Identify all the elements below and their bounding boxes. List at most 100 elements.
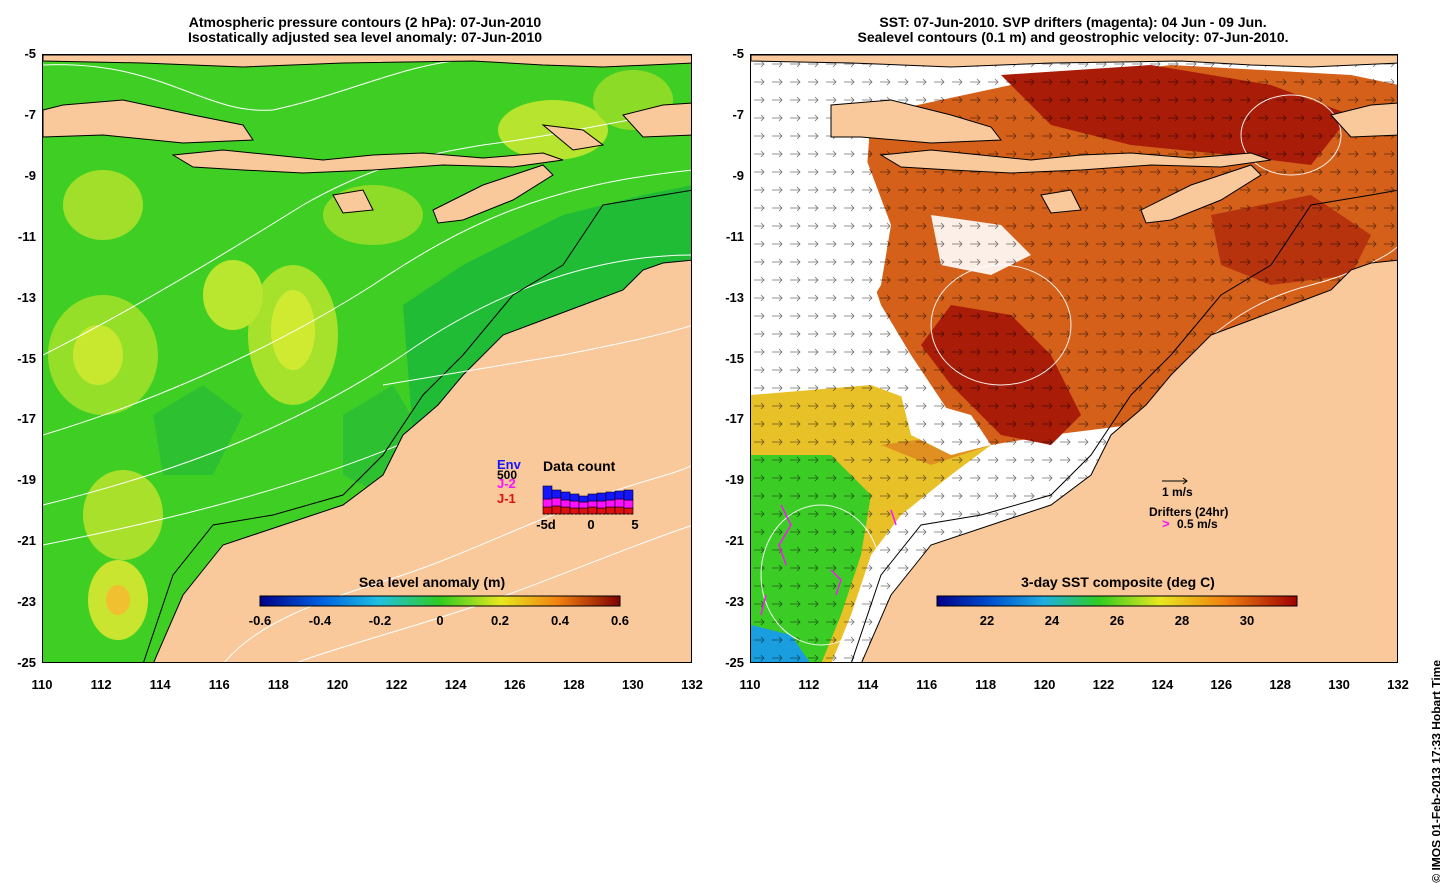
data-count-j1-label: J-1 (497, 491, 516, 506)
longitude-tick: 126 (503, 677, 526, 692)
data-count-bar (596, 507, 607, 515)
longitude-tick: 114 (149, 677, 171, 692)
latitude-tick: -11 (725, 228, 744, 244)
latitude-tick: -23 (725, 594, 744, 610)
latitude-tick: -11 (17, 228, 36, 244)
data-count-bar (542, 506, 553, 515)
latitude-tick: -19 (17, 472, 36, 488)
data-count-bar (578, 507, 589, 515)
longitude-tick: 126 (1210, 677, 1233, 692)
data-count-inset: Env 500 J-2 J-1 Data count -5d 0 5 (497, 457, 639, 532)
sst-colorbar-label: 3-day SST composite (deg C) (1021, 574, 1215, 590)
left-title: Atmospheric pressure contours (2 hPa): 0… (40, 15, 690, 45)
sst-tick: 22 (980, 613, 994, 628)
latitude-tick: -25 (725, 655, 744, 670)
drifters-legend: Drifters (24hr) > 0.5 m/s (1149, 505, 1228, 531)
latitude-tick: -19 (725, 472, 744, 488)
drifters-legend-title: Drifters (24hr) (1149, 505, 1228, 519)
sla-field: Sea level anomaly (m) -0.6 -0.4 -0.2 0 0… (43, 55, 691, 662)
data-count-bar (614, 498, 625, 508)
longitude-tick: 122 (385, 677, 408, 692)
sla-tick: 0.4 (551, 613, 570, 628)
longitude-tick: 128 (562, 677, 585, 692)
data-count-bar (614, 506, 625, 515)
longitude-tick: 122 (1092, 677, 1115, 692)
data-count-xtick: 0 (587, 517, 594, 532)
sla-tick: -0.2 (369, 613, 391, 628)
data-count-bar (551, 497, 562, 507)
data-count-bar (578, 501, 589, 509)
sea-level-anomaly-map: Sea level anomaly (m) -0.6 -0.4 -0.2 0 0… (42, 54, 692, 663)
longitude-tick: 120 (1033, 677, 1056, 692)
sst-colorbar (936, 595, 1298, 607)
latitude-tick: -13 (17, 289, 36, 305)
data-count-bar (596, 492, 607, 502)
data-count-env-label: Env (497, 457, 522, 472)
longitude-tick: 110 (31, 677, 53, 692)
data-count-bar (569, 500, 580, 509)
data-count-bar (560, 491, 571, 501)
sst-tick: 30 (1240, 613, 1254, 628)
data-count-bar (623, 499, 634, 509)
sst-tick: 28 (1175, 613, 1189, 628)
longitude-tick: 130 (622, 677, 644, 692)
latitude-tick: -15 (17, 350, 36, 366)
latitude-tick: -13 (725, 289, 744, 305)
data-count-bar (569, 493, 580, 502)
sst-field: 1 m/s Drifters (24hr) > 0.5 m/s 3-day SS… (751, 55, 1397, 662)
data-count-xtick: -5d (536, 517, 556, 532)
sla-colorbar-label: Sea level anomaly (m) (359, 574, 505, 590)
velocity-scale-arrow-icon (1162, 477, 1188, 485)
longitude-tick: 124 (444, 677, 467, 692)
latitude-tick: -21 (725, 533, 744, 549)
data-count-bar (623, 507, 634, 515)
longitude-tick: 118 (267, 677, 289, 692)
data-count-bar (542, 498, 553, 508)
velocity-scale: 1 m/s (1162, 477, 1193, 499)
longitude-tick: 116 (208, 677, 230, 692)
latitude-tick: -9 (732, 167, 744, 183)
data-count-max-label: 500 (497, 468, 517, 482)
sla-tick: -0.4 (309, 613, 332, 628)
latitude-tick: -7 (24, 106, 36, 122)
latitude-tick: -17 (725, 411, 744, 427)
data-count-bar (587, 493, 598, 502)
latitude-tick: -23 (17, 594, 36, 610)
longitude-tick: 130 (1328, 677, 1350, 692)
data-count-bar (605, 506, 616, 515)
longitude-tick: 116 (916, 677, 938, 692)
longitude-tick: 118 (975, 677, 997, 692)
data-count-title: Data count (543, 458, 616, 474)
data-count-bar (596, 500, 607, 509)
sst-tick: 24 (1045, 613, 1060, 628)
right-title-line2: Sealevel contours (0.1 m) and geostrophi… (857, 29, 1289, 45)
sla-tick: 0 (436, 613, 443, 628)
data-count-bar (587, 500, 598, 508)
longitude-tick: 124 (1151, 677, 1174, 692)
latitude-tick: -5 (732, 46, 744, 61)
data-count-bar (605, 491, 616, 501)
sla-tick: 0.2 (491, 613, 509, 628)
latitude-tick: -21 (17, 533, 36, 549)
right-title: SST: 07-Jun-2010. SVP drifters (magenta)… (748, 15, 1398, 45)
data-count-bar (623, 489, 634, 501)
left-title-line1: Atmospheric pressure contours (2 hPa): 0… (188, 14, 542, 30)
data-count-bar (605, 499, 616, 508)
latitude-tick: -15 (725, 350, 744, 366)
left-title-line2: Isostatically adjusted sea level anomaly… (187, 29, 543, 45)
longitude-tick: 128 (1269, 677, 1292, 692)
imos-credit: © IMOS 01-Feb-2013 17:33 Hobart Time (1430, 660, 1440, 883)
data-count-bar (560, 506, 571, 515)
data-count-bar (614, 490, 625, 500)
velocity-scale-label: 1 m/s (1162, 485, 1193, 499)
data-count-bar (587, 506, 598, 515)
sla-tick: -0.6 (249, 613, 271, 628)
latitude-tick: -7 (732, 106, 744, 122)
longitude-tick: 120 (326, 677, 349, 692)
latitude-tick: -5 (24, 46, 36, 61)
latitude-tick: -9 (24, 167, 36, 183)
longitude-tick: 114 (857, 677, 879, 692)
data-count-bar (551, 505, 562, 515)
longitude-tick: 110 (739, 677, 761, 692)
data-count-bar (560, 499, 571, 508)
